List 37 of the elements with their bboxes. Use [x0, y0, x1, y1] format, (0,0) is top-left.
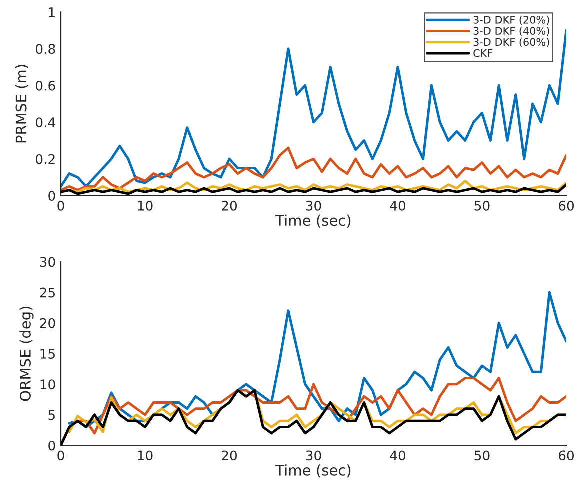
x-tick-label: 60 [559, 450, 574, 461]
legend-label: CKF [474, 49, 493, 58]
y-tick-label: 0.2 [36, 154, 55, 164]
y-tick-label: 0 [48, 191, 56, 202]
legend-label: 3-D DKF (60%) [474, 38, 550, 48]
y-tick-label: 5 [48, 410, 55, 420]
line-series [61, 29, 566, 188]
x-tick-label: 40 [390, 450, 406, 461]
x-tick-label: 10 [138, 200, 153, 211]
legend-label: 3-D DKF (20%) [474, 16, 550, 26]
x-tick-label: 20 [222, 450, 238, 461]
y-tick-label: 10 [40, 380, 56, 390]
x-tick-label: 10 [138, 450, 153, 461]
y-tick-label: 30 [40, 257, 56, 268]
y-tick-label: 0 [48, 440, 56, 451]
x-axis-title: Time (sec) [276, 464, 351, 478]
x-tick-label: 0 [58, 450, 64, 461]
x-tick-label: 50 [474, 200, 490, 211]
y-tick-label: 1 [49, 8, 55, 18]
y-tick-label: 20 [40, 318, 56, 328]
legend-label: 3-D DKF (40%) [474, 26, 550, 36]
y-tick-label: 0.6 [36, 80, 56, 91]
y-tick-label: 0.4 [36, 118, 56, 128]
x-tick-label: 20 [222, 200, 238, 211]
y-tick-label: 0.8 [36, 44, 56, 54]
x-tick-label: 30 [306, 200, 322, 211]
x-tick-label: 0 [58, 200, 64, 211]
x-axis-title: Time (sec) [276, 214, 351, 228]
x-tick-label: 60 [559, 200, 574, 211]
x-tick-label: 40 [390, 200, 406, 211]
x-tick-label: 50 [474, 450, 490, 461]
x-tick-label: 30 [306, 450, 322, 461]
y-axis-title: PRMSE (m) [16, 65, 28, 143]
y-tick-label: 15 [40, 349, 55, 359]
line-series [61, 146, 566, 192]
y-axis-title: ORMSE (deg) [20, 306, 34, 402]
y-tick-label: 25 [40, 288, 55, 298]
